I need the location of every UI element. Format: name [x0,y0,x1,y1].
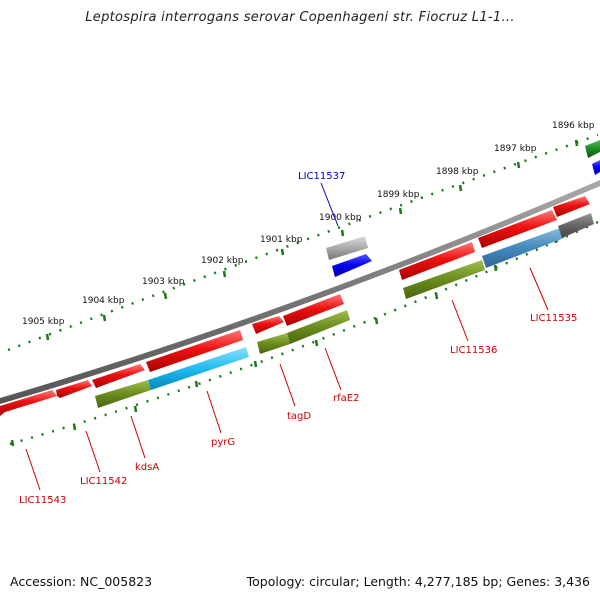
gene-label-lic11535[interactable]: LIC11535 [530,313,577,324]
gene-label-tagd[interactable]: tagD [287,411,311,422]
gene-label-rfae2[interactable]: rfaE2 [333,393,359,404]
gene-label-pyrg[interactable]: pyrG [211,437,235,448]
gene-bar[interactable] [558,213,594,238]
gene-bar[interactable] [585,140,600,158]
gene-arrow[interactable] [0,390,57,416]
map-title: Leptospira interrogans serovar Copenhage… [85,10,515,25]
kbp-labels: 1905 kbp 1904 kbp 1903 kbp 1902 kbp 1901… [22,121,595,327]
gene-labels: LIC11543 LIC11542 kdsA pyrG tagD rfaE2 L… [19,171,577,506]
gene-leader-lines [25,182,549,491]
outer-scale-arc [7,133,599,352]
gene-arrow[interactable] [146,330,243,372]
gene-arrow[interactable] [332,254,372,277]
gene-arrow[interactable] [92,364,145,388]
gene-bar[interactable] [257,333,290,354]
gene-arrow[interactable] [56,380,92,398]
genome-summary-text: Topology: circular; Length: 4,277,185 bp… [246,574,590,589]
gene-arrow[interactable] [478,210,557,248]
gene-bar[interactable] [287,310,350,344]
genome-backbone [0,180,600,404]
kbp-label: 1901 kbp [260,235,303,245]
gene-bar[interactable] [148,347,249,390]
kbp-label: 1896 kbp [552,121,595,131]
kbp-label: 1900 kbp [319,213,362,223]
forward-genes[interactable] [0,196,590,416]
gene-arrow[interactable] [252,316,284,334]
gene-label-lic11537[interactable]: LIC11537 [298,171,345,182]
gene-bar[interactable] [95,380,151,408]
gene-label-lic11543[interactable]: LIC11543 [19,495,66,506]
kbp-label: 1897 kbp [494,144,537,154]
outer-major-ticks [45,139,579,341]
kbp-label: 1899 kbp [377,190,420,200]
gene-arrow[interactable] [283,294,344,326]
gene-label-kdsa[interactable]: kdsA [135,462,159,473]
kbp-label: 1904 kbp [82,296,125,306]
kbp-label: 1898 kbp [436,167,479,177]
kbp-label: 1902 kbp [201,256,244,266]
kbp-label: 1903 kbp [142,277,185,287]
gene-bar[interactable] [403,260,485,299]
kbp-label: 1905 kbp [22,317,65,327]
gene-label-lic11536[interactable]: LIC11536 [450,345,497,356]
gene-bar[interactable] [326,236,368,260]
gene-arrow[interactable] [553,196,590,217]
gene-arrow[interactable] [399,242,475,280]
reverse-genes[interactable] [95,213,594,408]
accession-text: Accession: NC_005823 [10,574,153,589]
gene-arrow[interactable] [592,160,600,175]
gene-label-lic11542[interactable]: LIC11542 [80,476,127,487]
gene-bar[interactable] [482,228,564,268]
